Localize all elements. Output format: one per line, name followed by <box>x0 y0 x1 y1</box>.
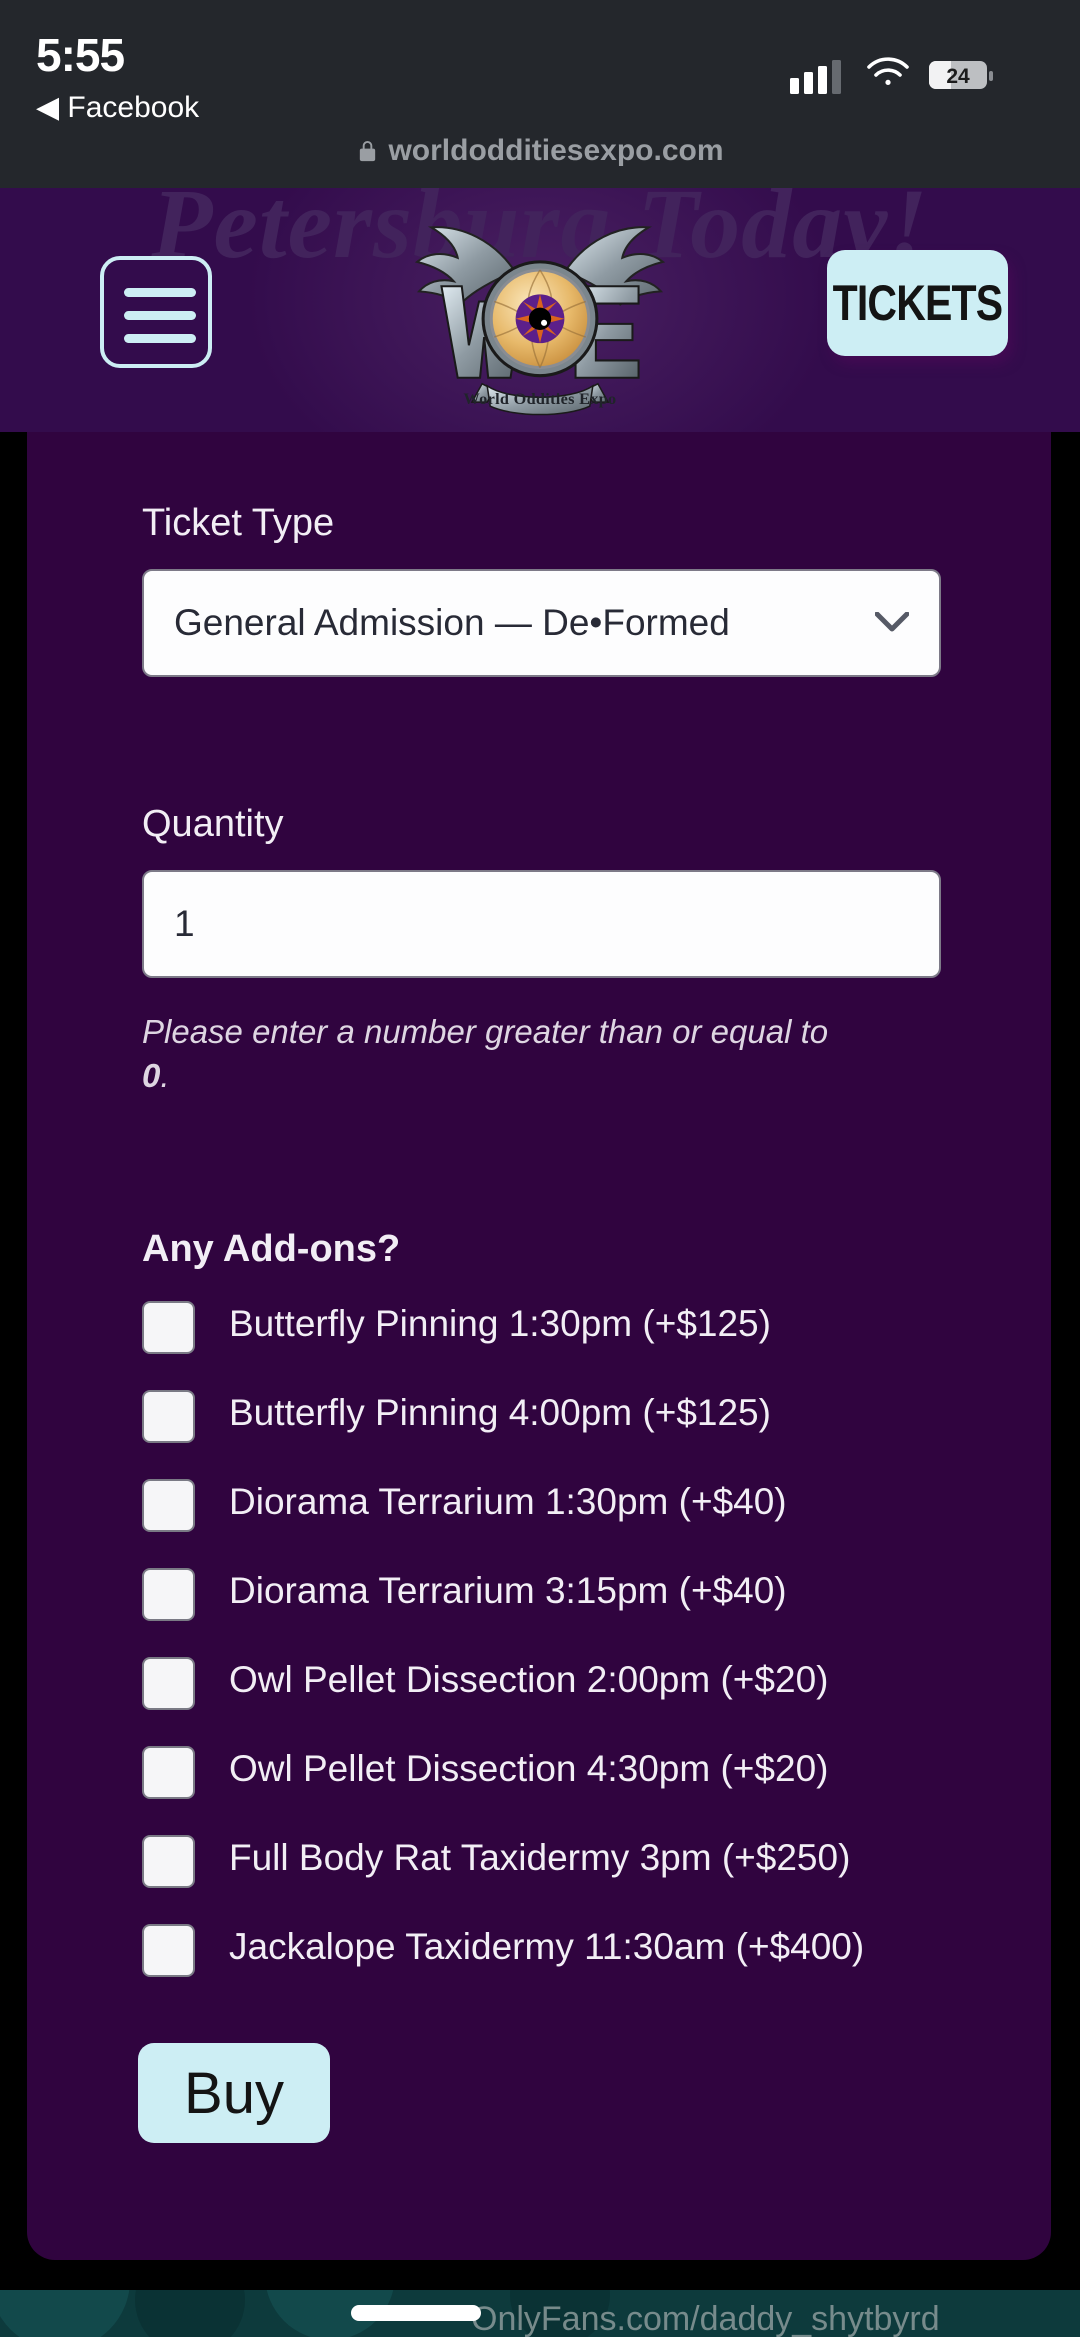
svg-text:24: 24 <box>946 65 970 88</box>
svg-text:World Oddities Expo: World Oddities Expo <box>464 390 617 408</box>
